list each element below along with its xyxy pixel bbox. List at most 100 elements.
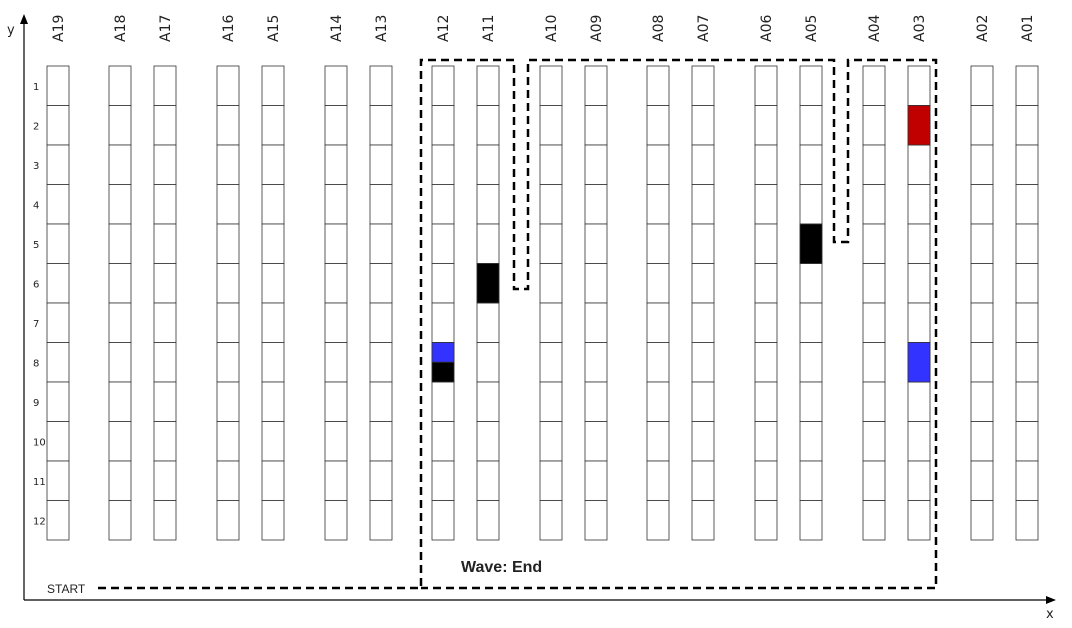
- storage-cell: [216, 302, 240, 343]
- highlighted-cell-a05-row5: [799, 223, 823, 264]
- storage-cell: [431, 421, 455, 462]
- storage-cell: [216, 263, 240, 304]
- storage-cell: [584, 223, 608, 264]
- storage-cell: [476, 223, 500, 264]
- storage-cell: [153, 144, 177, 185]
- storage-cell: [970, 381, 994, 422]
- storage-cell: [584, 460, 608, 501]
- storage-cell: [153, 105, 177, 146]
- storage-cell: [369, 500, 393, 541]
- storage-cell: [261, 65, 285, 106]
- storage-cell: [46, 223, 70, 264]
- aisle-label-a06: A06: [759, 15, 775, 42]
- storage-cell: [754, 65, 778, 106]
- storage-cell: [907, 65, 931, 106]
- aisle-label-a13: A13: [374, 15, 390, 42]
- storage-cell: [754, 302, 778, 343]
- row-label-1: 1: [33, 82, 39, 93]
- storage-cell: [539, 342, 563, 383]
- storage-cell: [691, 223, 715, 264]
- aisle-a17: [153, 65, 177, 541]
- storage-cell: [646, 460, 670, 501]
- aisle-a08: [646, 65, 670, 541]
- aisle-label-a11: A11: [481, 15, 497, 42]
- storage-cell: [1015, 144, 1039, 185]
- storage-cell: [261, 342, 285, 383]
- storage-cell: [216, 223, 240, 264]
- highlighted-cell-a03-row8: [907, 342, 931, 383]
- storage-cell: [431, 184, 455, 225]
- storage-cell: [108, 381, 132, 422]
- row-label-7: 7: [33, 319, 39, 330]
- storage-cell: [970, 105, 994, 146]
- storage-cell: [108, 105, 132, 146]
- row-label-9: 9: [33, 398, 39, 409]
- storage-cell: [369, 223, 393, 264]
- storage-cell: [862, 144, 886, 185]
- storage-cell: [907, 421, 931, 462]
- storage-cell: [108, 65, 132, 106]
- storage-cell: [691, 263, 715, 304]
- storage-cell: [691, 381, 715, 422]
- storage-cell: [970, 302, 994, 343]
- storage-cell: [539, 223, 563, 264]
- storage-cell: [799, 342, 823, 383]
- aisle-a12: [431, 65, 455, 541]
- aisle-a16: [216, 65, 240, 541]
- storage-cell: [1015, 263, 1039, 304]
- storage-cell: [476, 302, 500, 343]
- highlighted-cell-a11-row6: [476, 263, 500, 304]
- storage-cell: [970, 223, 994, 264]
- storage-cell: [754, 223, 778, 264]
- storage-cell: [970, 500, 994, 541]
- storage-cell: [431, 223, 455, 264]
- start-label: START: [47, 582, 86, 596]
- storage-cell: [108, 421, 132, 462]
- storage-cell: [970, 184, 994, 225]
- storage-cell: [754, 144, 778, 185]
- storage-cell: [646, 65, 670, 106]
- labels: A19 A18 A17 A16 A15 A14 A13 A12 A11 A10 A09 A08 A07 A…: [33, 15, 1036, 596]
- storage-cell: [369, 184, 393, 225]
- storage-cell: [324, 223, 348, 264]
- aisle-a18: [108, 65, 132, 541]
- storage-cell: [691, 65, 715, 106]
- storage-cell: [324, 421, 348, 462]
- storage-cell: [907, 302, 931, 343]
- storage-cell: [476, 184, 500, 225]
- storage-cell: [754, 381, 778, 422]
- storage-cell: [324, 342, 348, 383]
- storage-cell: [324, 263, 348, 304]
- aisle-a15: [261, 65, 285, 541]
- storage-cell: [431, 65, 455, 106]
- row-label-6: 6: [33, 279, 39, 290]
- storage-cell: [907, 144, 931, 185]
- storage-cell: [369, 342, 393, 383]
- storage-cell: [261, 500, 285, 541]
- row-label-12: 12: [33, 516, 46, 527]
- storage-cell: [216, 500, 240, 541]
- storage-cell: [46, 421, 70, 462]
- storage-cell: [324, 381, 348, 422]
- storage-cell: [862, 223, 886, 264]
- aisle-a13: [369, 65, 393, 541]
- aisle-label-a03: A03: [912, 15, 928, 42]
- storage-cell: [153, 302, 177, 343]
- storage-cell: [261, 184, 285, 225]
- aisle-a05: [799, 65, 823, 541]
- storage-cell: [970, 144, 994, 185]
- storage-cell: [261, 144, 285, 185]
- storage-cell: [1015, 342, 1039, 383]
- storage-cell: [754, 184, 778, 225]
- storage-cell: [216, 105, 240, 146]
- storage-cell: [216, 421, 240, 462]
- storage-cell: [539, 421, 563, 462]
- storage-cell: [907, 184, 931, 225]
- storage-cell: [584, 65, 608, 106]
- row-label-3: 3: [33, 161, 39, 172]
- highlighted-cell-a03-row2: [907, 105, 931, 146]
- storage-cell: [108, 500, 132, 541]
- storage-cell: [108, 460, 132, 501]
- storage-cell: [369, 460, 393, 501]
- route-path: [98, 58, 938, 590]
